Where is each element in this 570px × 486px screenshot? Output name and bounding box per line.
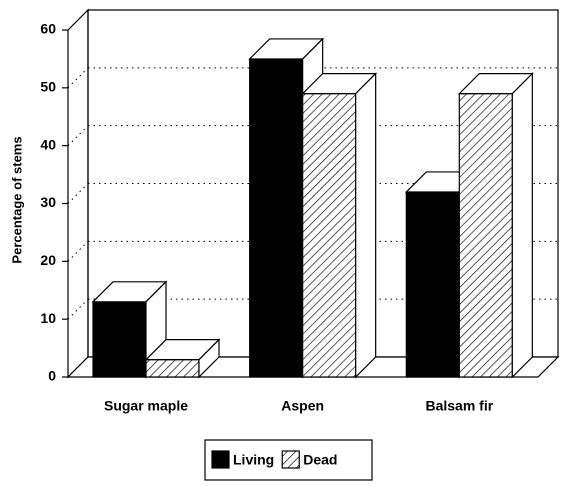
x-tick-label: Sugar maple [104, 398, 188, 414]
y-tick-label: 60 [40, 21, 56, 37]
y-tick-label: 50 [40, 79, 56, 95]
legend-label: Dead [303, 452, 337, 468]
y-tick-label: 30 [40, 194, 56, 210]
bar-front [145, 359, 200, 378]
bar-front [249, 58, 304, 378]
grid-line-side [67, 67, 89, 89]
x-tick-label: Aspen [281, 398, 324, 414]
bar [301, 72, 378, 379]
bar [457, 72, 534, 379]
grid-line-side [67, 298, 89, 320]
bar [91, 280, 168, 379]
bar-side [355, 72, 377, 379]
legend-swatch [281, 450, 300, 469]
y-axis-label: Percentage of stems [9, 136, 24, 263]
x-tick-label: Balsam fir [425, 398, 493, 414]
grid-line-side [67, 240, 89, 262]
grid-line-side [67, 125, 89, 147]
legend-label: Living [233, 452, 274, 468]
side-wall [67, 8, 89, 379]
y-tick-label: 20 [40, 252, 56, 268]
bar-front [302, 93, 357, 378]
bar-side [198, 338, 220, 379]
bar-side [511, 72, 533, 379]
bar [144, 338, 221, 379]
y-tick-label: 10 [40, 310, 56, 326]
bar-front [458, 93, 513, 378]
grid-line-side [67, 183, 89, 204]
y-tick-label: 40 [40, 136, 56, 152]
bar-front [405, 191, 460, 378]
legend-swatch [211, 450, 230, 469]
y-tick-label: 0 [48, 368, 56, 384]
bar-front [92, 301, 147, 378]
